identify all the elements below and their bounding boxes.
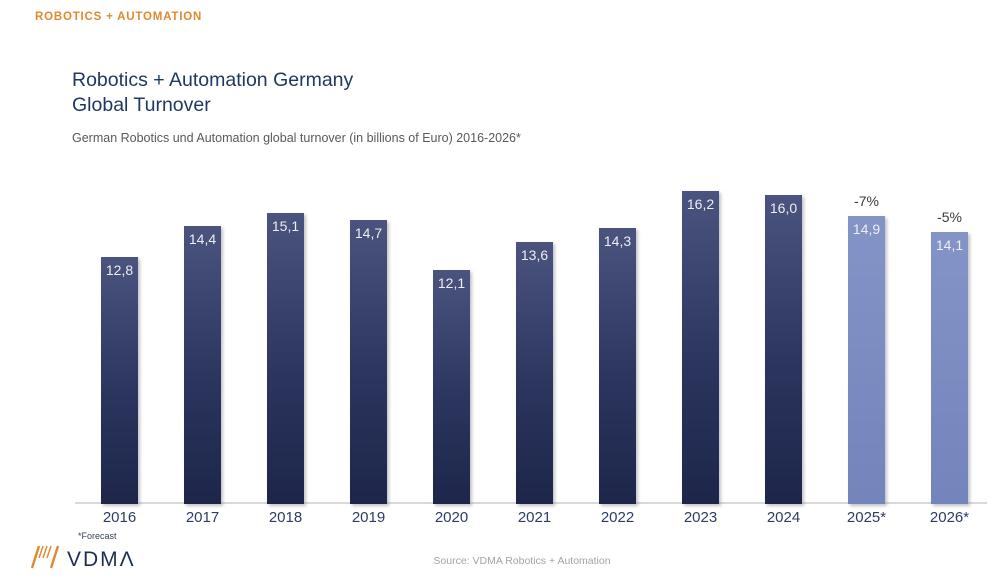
bar-2017: 14,4 [184, 226, 221, 504]
brand-header: ROBOTICS + AUTOMATION [35, 11, 203, 23]
bar-2019: 14,7 [350, 220, 387, 504]
source-credit: Source: VDMA Robotics + Automation [433, 555, 611, 567]
bar-slot-2024: 16,0 [742, 165, 825, 504]
year-axis-row: 2016 2017 2018 2019 2020 2021 2022 2023 2024 2025… [78, 509, 991, 526]
bar-slot-2025: -7% 14,9 [825, 165, 908, 504]
x-axis-label-2023: 2023 [683, 509, 718, 526]
bar-slot-2026: -5% 14,1 [908, 165, 991, 504]
bar-slot-2016: 12,8 [78, 165, 161, 504]
x-axis-label-2026: 2026* [929, 509, 970, 526]
bar-value-label: 14,4 [188, 231, 217, 248]
x-axis-label-2016: 2016 [102, 509, 137, 526]
x-axis-label-2017: 2017 [185, 509, 220, 526]
bar-value-label: 14,3 [603, 233, 632, 250]
page-title-line1: Robotics + Automation Germany [72, 69, 354, 91]
bar-value-label: 16,0 [769, 200, 798, 217]
bar-slot-2021: 13,6 [493, 165, 576, 504]
x-axis-label-2020: 2020 [434, 509, 469, 526]
forecast-footnote: *Forecast [78, 531, 117, 541]
bar-annotation-2025: -7% [854, 193, 879, 210]
bar-2016: 12,8 [101, 256, 138, 504]
bar-chart: 12,8 14,4 15,1 14,7 12,1 13,6 14,3 16,2 16,0 -7% 1… [78, 165, 991, 504]
bar-2018: 15,1 [267, 212, 304, 504]
x-axis-label-2019: 2019 [351, 509, 386, 526]
bar-value-label: 13,6 [520, 246, 549, 263]
bar-slot-2017: 14,4 [161, 165, 244, 504]
bar-2020: 12,1 [433, 270, 470, 504]
x-axis-label-2021: 2021 [517, 509, 552, 526]
bar-slot-2022: 14,3 [576, 165, 659, 504]
x-axis-label-2025: 2025* [846, 509, 887, 526]
bar-2024: 16,0 [765, 195, 802, 504]
x-axis-label-2022: 2022 [600, 509, 635, 526]
vdma-logo-text: VDMΛ [67, 547, 136, 571]
page-title-line2: Global Turnover [72, 94, 211, 116]
bar-2023: 16,2 [682, 191, 719, 504]
bar-value-label: 14,9 [852, 221, 881, 238]
bars-row: 12,8 14,4 15,1 14,7 12,1 13,6 14,3 16,2 16,0 -7% 1… [78, 165, 991, 504]
bar-slot-2023: 16,2 [659, 165, 742, 504]
x-axis-label-2018: 2018 [268, 509, 303, 526]
bar-annotation-2026: -5% [937, 208, 962, 225]
bar-2022: 14,3 [599, 228, 636, 504]
bar-2026: 14,1 [931, 231, 968, 504]
chart-subtitle: German Robotics und Automation global tu… [72, 131, 521, 145]
bar-value-label: 14,7 [354, 225, 383, 242]
bar-value-label: 16,2 [686, 196, 715, 213]
x-axis-label-2024: 2024 [766, 509, 801, 526]
bar-slot-2018: 15,1 [244, 165, 327, 504]
page-title: Robotics + Automation Germany Global Tur… [72, 68, 353, 118]
bar-value-label: 15,1 [271, 217, 300, 234]
bar-2025: 14,9 [848, 216, 885, 504]
bar-value-label: 14,1 [935, 236, 964, 253]
vdma-logo-hatch-icon [30, 545, 60, 574]
bar-slot-2019: 14,7 [327, 165, 410, 504]
vdma-logo: VDMΛ [30, 545, 136, 574]
bar-slot-2020: 12,1 [410, 165, 493, 504]
bar-value-label: 12,1 [437, 275, 466, 292]
bar-2021: 13,6 [516, 241, 553, 504]
bar-value-label: 12,8 [105, 261, 134, 278]
